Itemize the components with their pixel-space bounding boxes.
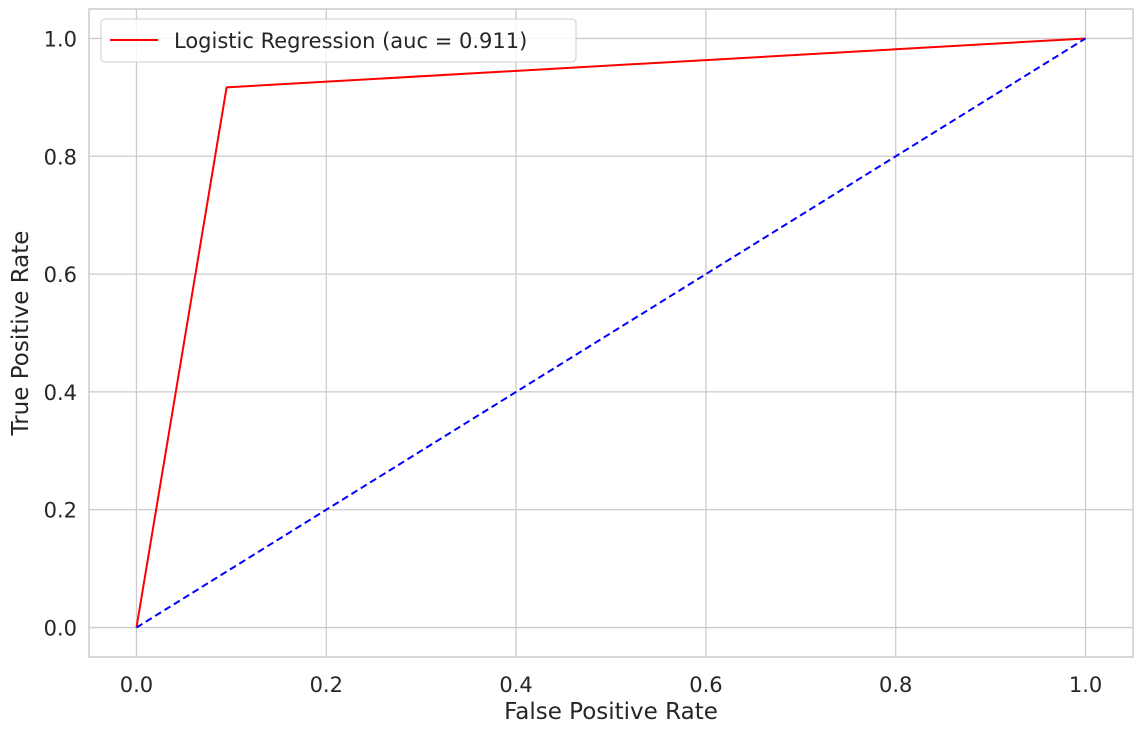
legend-label-logistic-regression: Logistic Regression (auc = 0.911) <box>174 29 527 53</box>
x-tick-labels: 0.0 0.2 0.4 0.6 0.8 1.0 <box>120 673 1102 697</box>
y-axis-label: True Positive Rate <box>8 231 34 437</box>
y-tick-label: 0.0 <box>44 617 77 641</box>
x-tick-label: 0.2 <box>310 673 343 697</box>
x-tick-label: 0.8 <box>879 673 912 697</box>
y-tick-label: 0.8 <box>44 145 77 169</box>
roc-curve-logistic-regression <box>135 37 1086 628</box>
y-tick-label: 0.4 <box>44 381 77 405</box>
y-tick-label: 0.6 <box>44 263 77 287</box>
x-tick-label: 0.4 <box>499 673 532 697</box>
x-tick-label: 1.0 <box>1069 673 1102 697</box>
y-tick-label: 1.0 <box>44 27 77 51</box>
y-tick-labels: 0.0 0.2 0.4 0.6 0.8 1.0 <box>44 27 77 640</box>
x-axis-label: False Positive Rate <box>504 699 718 725</box>
x-tick-label: 0.6 <box>689 673 722 697</box>
legend-box <box>100 18 577 63</box>
y-tick-label: 0.2 <box>44 499 77 523</box>
plot-background <box>89 9 1133 657</box>
series-lines <box>135 37 1087 629</box>
x-tick-label: 0.0 <box>120 673 153 697</box>
plot-frame <box>88 8 1134 658</box>
legend: Logistic Regression (auc = 0.911) <box>100 18 577 63</box>
chance-diagonal-line <box>135 37 1087 629</box>
